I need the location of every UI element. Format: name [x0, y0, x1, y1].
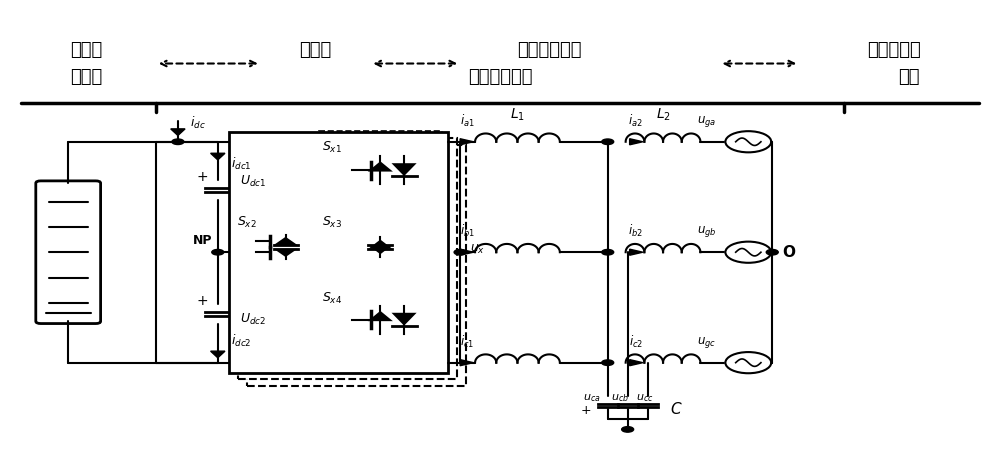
Text: $S_{x4}$: $S_{x4}$ [322, 291, 343, 307]
Text: $i_{c1}$: $i_{c1}$ [460, 334, 474, 350]
Bar [233, 211, 319, 283]
Text: $U_{dc2}$: $U_{dc2}$ [240, 313, 266, 327]
Text: $u_{gc}$: $u_{gc}$ [697, 335, 716, 350]
Bar [319, 131, 442, 209]
Text: $L_1$: $L_1$ [510, 107, 525, 123]
Text: $L_2$: $L_2$ [656, 107, 671, 123]
Text: $u_{ca}$: $u_{ca}$ [583, 392, 601, 404]
Bar [319, 283, 442, 357]
Polygon shape [368, 239, 392, 249]
Text: $S_{x2}$: $S_{x2}$ [237, 215, 256, 231]
Text: 电池组: 电池组 [70, 69, 102, 86]
Polygon shape [368, 311, 393, 321]
Text: +: + [196, 170, 208, 184]
Bar [238, 138, 457, 379]
Polygon shape [630, 139, 643, 145]
Circle shape [622, 426, 634, 432]
Text: $i_{b1}$: $i_{b1}$ [460, 223, 475, 239]
Text: $u_{cb}$: $u_{cb}$ [611, 392, 629, 404]
Polygon shape [630, 249, 643, 255]
Bar [319, 211, 442, 283]
Polygon shape [392, 313, 417, 325]
Text: 标准交流电: 标准交流电 [867, 41, 921, 59]
Text: $u_{cc}$: $u_{cc}$ [636, 392, 653, 404]
Text: $u_{ga}$: $u_{ga}$ [697, 114, 716, 129]
Text: $i_{dc1}$: $i_{dc1}$ [231, 156, 251, 172]
Circle shape [454, 250, 466, 255]
Text: 电网: 电网 [898, 69, 920, 86]
Bar [229, 131, 448, 373]
Circle shape [766, 250, 778, 255]
Polygon shape [392, 163, 417, 176]
Polygon shape [171, 129, 185, 136]
Text: 直流电: 直流电 [299, 41, 332, 59]
Polygon shape [630, 360, 643, 366]
Text: $i_{a2}$: $i_{a2}$ [628, 113, 643, 129]
Text: $i_{a1}$: $i_{a1}$ [460, 113, 474, 129]
Polygon shape [460, 139, 473, 145]
Bar [247, 144, 466, 386]
Text: $i_{dc}$: $i_{dc}$ [190, 115, 206, 131]
Polygon shape [460, 360, 473, 366]
Text: $S_{x1}$: $S_{x1}$ [322, 139, 342, 155]
Polygon shape [211, 153, 225, 160]
Circle shape [602, 250, 614, 255]
Text: NP: NP [193, 234, 213, 247]
Circle shape [212, 250, 224, 255]
Text: $U_{dc1}$: $U_{dc1}$ [240, 174, 266, 189]
Text: $i_{dc2}$: $i_{dc2}$ [231, 332, 251, 349]
Polygon shape [368, 245, 392, 254]
Text: 功率转换系统: 功率转换系统 [468, 69, 532, 86]
Circle shape [602, 139, 614, 144]
Circle shape [172, 139, 184, 144]
Text: $S_{x3}$: $S_{x3}$ [322, 215, 342, 231]
Text: $u_x$: $u_x$ [470, 244, 485, 257]
Polygon shape [274, 249, 298, 257]
Text: 化学能: 化学能 [70, 41, 102, 59]
Circle shape [602, 360, 614, 365]
Polygon shape [274, 237, 298, 245]
Text: $u_{gb}$: $u_{gb}$ [697, 225, 716, 239]
Text: $i_{c2}$: $i_{c2}$ [629, 334, 643, 350]
Text: $C$: $C$ [670, 400, 682, 417]
Text: +: + [196, 294, 208, 308]
Polygon shape [460, 249, 473, 255]
FancyBboxPatch shape [36, 181, 101, 324]
Polygon shape [368, 161, 393, 172]
Text: $i_{b2}$: $i_{b2}$ [628, 223, 643, 239]
Polygon shape [211, 351, 225, 358]
Text: 低质量交流电: 低质量交流电 [518, 41, 582, 59]
Text: +: + [580, 405, 591, 418]
Text: O: O [782, 245, 795, 260]
